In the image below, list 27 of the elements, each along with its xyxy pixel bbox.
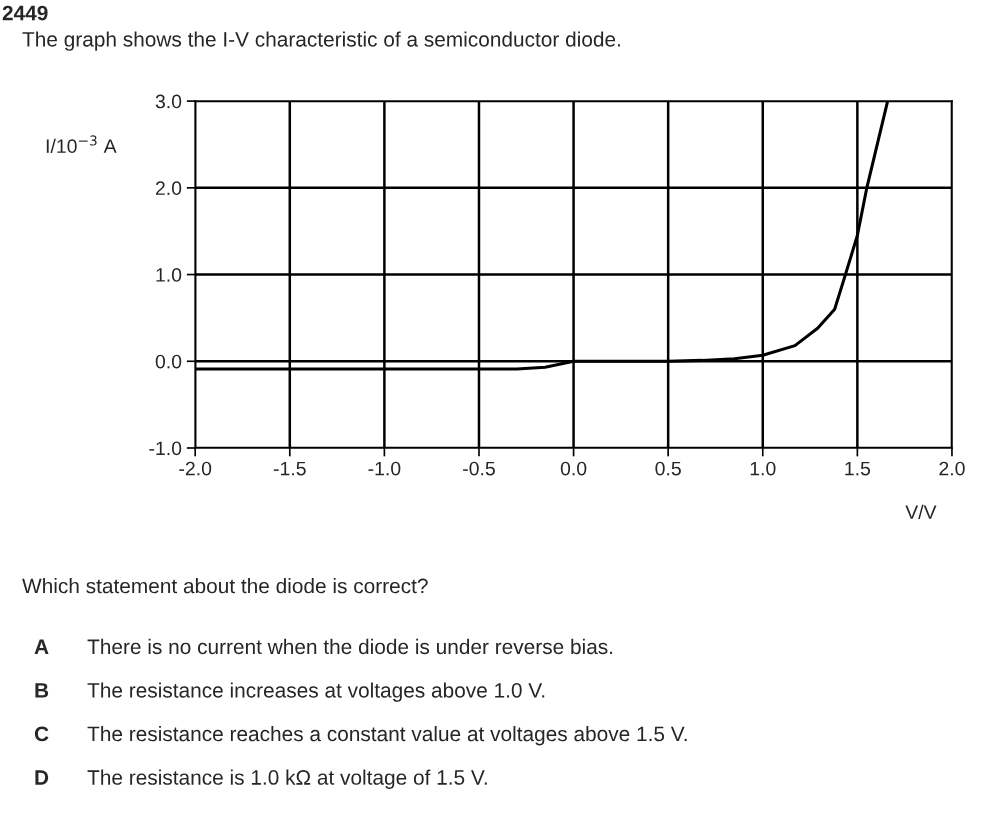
y-tick-label: 3.0 [155, 94, 182, 109]
x-tick-label: -1.0 [368, 461, 401, 476]
y-tick-label: 1.0 [156, 268, 182, 282]
y-tick-label: 2.0 [155, 181, 182, 196]
text: There is no current when the diode is under reverse bias. [87, 638, 613, 655]
text: The resistance is 1.0 kΩ at voltage of 1.5 V. [87, 769, 487, 789]
text: The resistance reaches a constant value at voltages above 1.5 V. [87, 725, 687, 746]
x-tick-label: 1.0 [750, 461, 776, 476]
x-tick-label: 0.5 [655, 461, 681, 476]
text: The resistance increases at voltages above 1.0 V. [87, 682, 545, 702]
text: D [35, 770, 49, 785]
text: 2449 [2, 5, 48, 21]
chart-title: The graph shows the I-V characteristic of a semiconductor diode. [22, 31, 620, 51]
y-tick-label: 0.0 [155, 354, 182, 369]
x-axis-title: V/V [905, 504, 937, 519]
text: B [35, 683, 49, 698]
x-tick-label: 0.0 [560, 461, 587, 476]
x-tick-label: -2.0 [179, 461, 212, 476]
text: A [34, 639, 49, 654]
x-tick-label: 1.5 [845, 461, 871, 476]
x-tick-label: -1.5 [273, 461, 306, 476]
x-tick-label: 2.0 [939, 461, 965, 476]
text: C [34, 726, 49, 742]
y-axis-title: I/10$^{−3}$ A [46, 135, 117, 154]
x-tick-label: -0.5 [463, 461, 495, 476]
y-tick-label: -1.0 [149, 441, 182, 456]
text: Which statement about the diode is correct? [22, 578, 428, 594]
